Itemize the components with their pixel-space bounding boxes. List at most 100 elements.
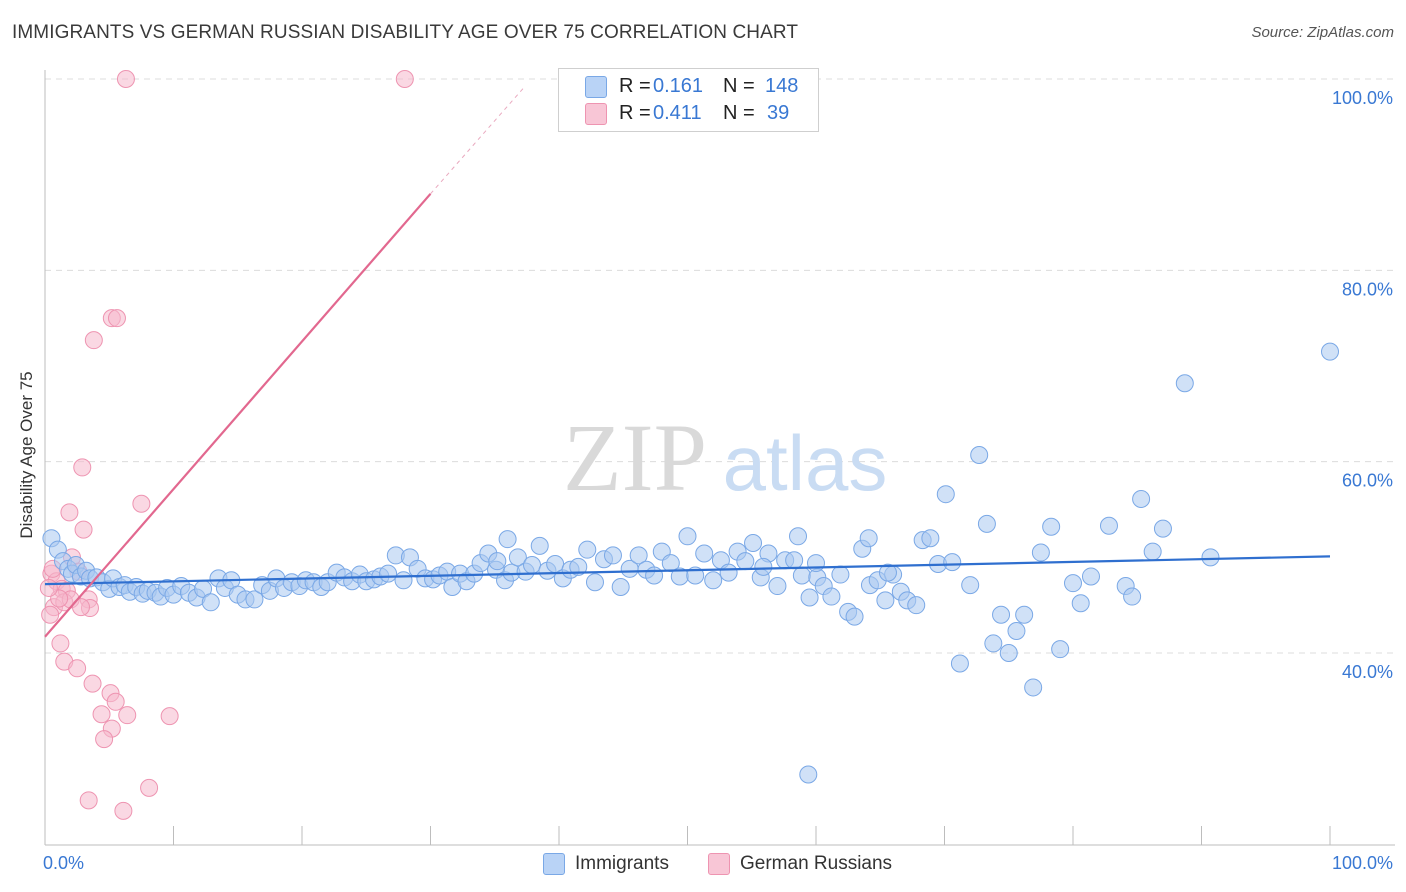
immigrants-point [800, 588, 819, 607]
immigrants-point [1042, 517, 1061, 536]
german-russians-trendline-extension [430, 88, 524, 195]
german-russians-point [71, 598, 90, 617]
immigrants-point [878, 563, 897, 582]
immigrants-point [523, 555, 542, 574]
x-tick-label: 0.0% [43, 853, 84, 873]
immigrants-point [831, 565, 850, 584]
german-russians-point [132, 494, 151, 513]
immigrants-point [768, 577, 787, 596]
immigrants-point [678, 527, 697, 546]
immigrants-point [907, 596, 926, 615]
immigrants-point [1031, 543, 1050, 562]
immigrants-point [921, 529, 940, 548]
german-russians-point [118, 706, 137, 725]
german-russians-point [41, 605, 60, 624]
immigrants-point [379, 564, 398, 583]
immigrants-point [999, 644, 1018, 662]
immigrants-point [488, 552, 507, 571]
immigrants-point [704, 571, 723, 590]
bottom-legend-swatch-pink [708, 853, 730, 875]
german-russians-point [83, 674, 102, 693]
immigrants-point [950, 654, 969, 673]
x-tick-label: 100.0% [1332, 853, 1393, 873]
immigrants-point [1071, 594, 1090, 613]
german-russians-point [68, 659, 87, 678]
german-russians-point [160, 707, 179, 726]
immigrants-point [1081, 567, 1100, 586]
german-russians-trendline [44, 193, 432, 638]
german-russians-point [51, 634, 70, 653]
immigrants-point [984, 634, 1003, 653]
legend-n-label: N = [723, 101, 755, 124]
immigrants-point [754, 557, 773, 576]
immigrants-point [859, 529, 878, 548]
german-russians-point [95, 730, 114, 749]
immigrants-point [1143, 542, 1162, 561]
immigrants-point [845, 607, 864, 626]
legend-r-value: 0.411 [653, 101, 702, 124]
immigrants-point [629, 546, 648, 565]
immigrants-point [792, 566, 811, 585]
german-russians-point [74, 520, 93, 539]
german-russians-point [395, 70, 414, 88]
immigrants-point [498, 530, 517, 549]
axes [44, 70, 1395, 846]
immigrants-point [1051, 640, 1070, 659]
immigrants-point [569, 557, 588, 576]
german-russians-points [39, 70, 414, 820]
immigrants-point [1201, 548, 1220, 567]
y-tick-label: 100.0% [1332, 88, 1393, 108]
immigrants-point [603, 546, 622, 565]
immigrants-point [1123, 587, 1142, 606]
immigrants-point [245, 590, 264, 609]
trendlines [44, 88, 1331, 638]
bottom-legend-immigrants: Immigrants [543, 851, 669, 877]
immigrants-point [744, 533, 763, 552]
immigrants-point [943, 553, 962, 572]
immigrants-point [1132, 489, 1151, 508]
watermark: ZIP atlas [563, 404, 887, 511]
legend-n-value: 39 [767, 101, 790, 124]
immigrants-point [611, 577, 630, 596]
immigrants-point [1153, 519, 1172, 538]
tick-labels: 40.0% 60.0% 80.0% 100.0% 0.0% 100.0% [43, 88, 1393, 873]
watermark-atlas: atlas [723, 419, 888, 507]
immigrants-point [695, 544, 714, 563]
german-russians-point [79, 791, 98, 810]
immigrants-point [578, 540, 597, 559]
german-russians-point [92, 705, 111, 724]
german-russians-point [116, 70, 135, 88]
immigrants-point [977, 514, 996, 533]
immigrants-point [936, 485, 955, 504]
immigrants-trendline [44, 555, 1331, 586]
immigrants-point [876, 591, 895, 610]
immigrants-point [799, 765, 818, 784]
y-tick-label: 80.0% [1342, 279, 1393, 299]
immigrants-point [807, 554, 825, 573]
immigrants-point [736, 552, 755, 571]
immigrants-point [1064, 574, 1082, 593]
german-russians-point [114, 801, 133, 820]
y-tick-label: 40.0% [1342, 662, 1393, 682]
immigrants-point [645, 566, 664, 585]
legend-n-value: 148 [765, 74, 799, 97]
german-russians-point [107, 309, 126, 328]
legend-n-label: N = [723, 74, 755, 97]
immigrants-point [1321, 342, 1339, 361]
source-label: Source: ZipAtlas.com [1251, 24, 1394, 41]
immigrants-point [785, 551, 804, 570]
y-tick-label: 60.0% [1342, 471, 1393, 491]
legend-swatch-pink [585, 103, 607, 125]
immigrants-point [585, 573, 604, 592]
stats-legend: R = 0.161 N = 148 R = 0.411 N = 39 [558, 68, 819, 132]
immigrants-point [530, 536, 549, 555]
german-russians-point [106, 692, 125, 711]
german-russians-point [39, 578, 58, 597]
immigrants-point [1015, 605, 1034, 624]
immigrants-point [970, 445, 989, 464]
immigrants-point [508, 548, 527, 567]
immigrants-point [822, 587, 841, 606]
immigrants-point [719, 563, 738, 582]
german-russians-point [140, 778, 159, 797]
